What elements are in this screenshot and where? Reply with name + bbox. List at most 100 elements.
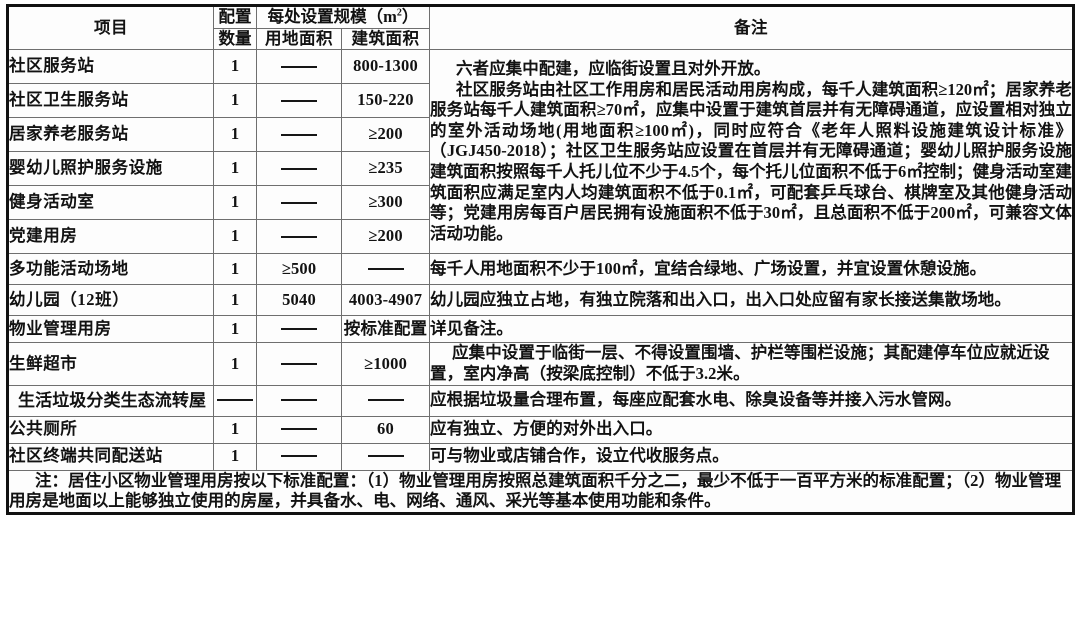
- row-item-name: 居家养老服务站: [7, 117, 214, 153]
- row-remark: 每千人用地面积不少于100㎡，宜结合绿地、广场设置，并宜设置休憩设施。: [429, 253, 1074, 286]
- row-land-area: [256, 219, 342, 255]
- dash-mark: [217, 399, 253, 402]
- table-row: 党建用房 1 ≥200: [7, 219, 1074, 255]
- row-remark: 幼儿园应独立占地，有独立院落和出入口，出入口处应留有家长接送集散场地。: [429, 284, 1074, 317]
- row-quantity: 1: [213, 151, 257, 187]
- row-quantity: 1: [213, 342, 257, 386]
- header-building-area: 建筑面积: [341, 27, 430, 51]
- footer-note-text: 注：居住小区物业管理用房按以下标准配置：（1）物业管理用房按照总建筑面积千分之二…: [9, 470, 1062, 511]
- row-land-area: [256, 415, 342, 444]
- row-land-area: [256, 83, 342, 119]
- header-scale-superscript: 2: [396, 7, 402, 19]
- header-item: 项目: [7, 4, 214, 51]
- row-building-area: 150-220: [341, 83, 430, 119]
- dash-mark: [281, 328, 317, 331]
- dash-mark: [281, 455, 317, 458]
- footer-note-row: 注：居住小区物业管理用房按以下标准配置：（1）物业管理用房按照总建筑面积千分之二…: [7, 469, 1074, 514]
- header-quantity-line1: 配置: [213, 5, 257, 29]
- grouped-remark-paragraph-2: 社区服务站由社区工作用房和居民活动用房构成，每千人建筑面积≥120㎡；居家养老服…: [430, 79, 1072, 243]
- grouped-remark-cell: 六者应集中配建，应临街设置且对外开放。 社区服务站由社区工作用房和居民活动用房构成…: [429, 49, 1074, 255]
- row-quantity: [213, 384, 257, 417]
- row-building-area: ≥300: [341, 185, 430, 221]
- table-row: 社区卫生服务站 1 150-220: [7, 83, 1074, 119]
- dash-mark: [281, 362, 317, 365]
- dash-mark: [281, 65, 317, 68]
- row-item-name: 社区终端共同配送站: [7, 442, 214, 471]
- row-land-area: ≥500: [256, 253, 342, 286]
- dash-mark: [281, 167, 317, 170]
- dash-mark: [281, 428, 317, 431]
- table-row: 生活垃圾分类生态流转屋 应根据垃圾量合理布置，每座应配套水电、除臭设备等并接入污水…: [7, 384, 1074, 417]
- row-land-area: [256, 342, 342, 386]
- row-remark: 应集中设置于临街一层、不得设置围墙、护栏等围栏设施；其配建停车位应就近设置，室内…: [429, 342, 1074, 386]
- row-land-area: [256, 442, 342, 471]
- table-row: 健身活动室 1 ≥300: [7, 185, 1074, 221]
- row-remark: 应根据垃圾量合理布置，每座应配套水电、除臭设备等并接入污水管网。: [429, 384, 1074, 417]
- table-body: 项目 配置 每处设置规模（m2） 备注 数量 用地面积 建筑面积 社区服务站 1 800-1300…: [7, 4, 1074, 514]
- row-item-name: 社区卫生服务站: [7, 83, 214, 119]
- dash-mark: [281, 235, 317, 238]
- row-quantity: 1: [213, 284, 257, 317]
- row-item-name: 多功能活动场地: [7, 253, 214, 286]
- row-building-area: 按标准配置: [341, 315, 430, 344]
- dash-mark: [367, 399, 404, 402]
- table-row: 婴幼儿照护服务设施 1 ≥235: [7, 151, 1074, 187]
- dash-mark: [281, 201, 317, 204]
- table-row: 物业管理用房 1 按标准配置 详见备注。: [7, 315, 1074, 344]
- footer-note: 注：居住小区物业管理用房按以下标准配置：（1）物业管理用房按照总建筑面积千分之二…: [7, 469, 1074, 514]
- header-land-area: 用地面积: [256, 27, 342, 51]
- dash-mark: [367, 268, 404, 271]
- dash-mark: [281, 133, 317, 136]
- row-remark: 可与物业或店铺合作，设立代收服务点。: [429, 442, 1074, 471]
- row-building-area: ≥200: [341, 117, 430, 153]
- dash-mark: [281, 99, 317, 102]
- row-item-name: 生活垃圾分类生态流转屋: [7, 384, 214, 417]
- row-building-area: ≥1000: [341, 342, 430, 386]
- row-item-name: 幼儿园（12班）: [7, 284, 214, 317]
- table-row: 社区终端共同配送站 1 可与物业或店铺合作，设立代收服务点。: [7, 442, 1074, 471]
- row-item-name: 党建用房: [7, 219, 214, 255]
- row-item-name: 生鲜超市: [7, 342, 214, 386]
- row-item-name: 健身活动室: [7, 185, 214, 221]
- header-quantity-line2: 数量: [213, 27, 257, 51]
- row-building-area: ≥235: [341, 151, 430, 187]
- row-quantity: 1: [213, 315, 257, 344]
- table-row: 社区服务站 1 800-1300 六者应集中配建，应临街设置且对外开放。 社区服务站由社…: [7, 49, 1074, 255]
- row-quantity: 1: [213, 442, 257, 471]
- row-building-area: [341, 442, 430, 471]
- dash-mark: [281, 399, 317, 402]
- header-remark: 备注: [429, 4, 1074, 51]
- table-row: 多功能活动场地 1 ≥500 每千人用地面积不少于100㎡，宜结合绿地、广场设置，并宜…: [7, 253, 1074, 286]
- facility-configuration-table: 项目 配置 每处设置规模（m2） 备注 数量 用地面积 建筑面积 社区服务站 1 800-1300…: [6, 4, 1075, 515]
- row-quantity: 1: [213, 83, 257, 119]
- table-row: 幼儿园（12班） 1 5040 4003-4907 幼儿园应独立占地，有独立院落和出入口…: [7, 284, 1074, 317]
- row-building-area: 4003-4907: [341, 284, 430, 317]
- row-quantity: 1: [213, 185, 257, 221]
- row-land-area: [256, 117, 342, 153]
- row-building-area: ≥200: [341, 219, 430, 255]
- row-item-name: 社区服务站: [7, 49, 214, 85]
- row-land-area: [256, 384, 342, 417]
- row-remark: 应有独立、方便的对外出入口。: [429, 415, 1074, 444]
- table-header-row-1: 项目 配置 每处设置规模（m2） 备注: [7, 4, 1074, 51]
- row-quantity: 1: [213, 117, 257, 153]
- row-quantity: 1: [213, 253, 257, 286]
- grouped-remark-paragraph-1: 六者应集中配建，应临街设置且对外开放。: [456, 58, 771, 78]
- row-quantity: 1: [213, 415, 257, 444]
- row-building-area: [341, 384, 430, 417]
- row-land-area: [256, 151, 342, 187]
- row-land-area: [256, 49, 342, 85]
- row-building-area: [341, 253, 430, 286]
- row-quantity: 1: [213, 49, 257, 85]
- row-land-area: [256, 315, 342, 344]
- row-quantity: 1: [213, 219, 257, 255]
- table-row: 公共厕所 1 60 应有独立、方便的对外出入口。: [7, 415, 1074, 444]
- table-row: 生鲜超市 1 ≥1000 应集中设置于临街一层、不得设置围墙、护栏等围栏设施；其配建停…: [7, 342, 1074, 386]
- row-remark: 详见备注。: [429, 315, 1074, 344]
- row-item-name: 公共厕所: [7, 415, 214, 444]
- row-item-name: 物业管理用房: [7, 315, 214, 344]
- row-building-area: 60: [341, 415, 430, 444]
- row-land-area: 5040: [256, 284, 342, 317]
- dash-mark: [367, 455, 404, 458]
